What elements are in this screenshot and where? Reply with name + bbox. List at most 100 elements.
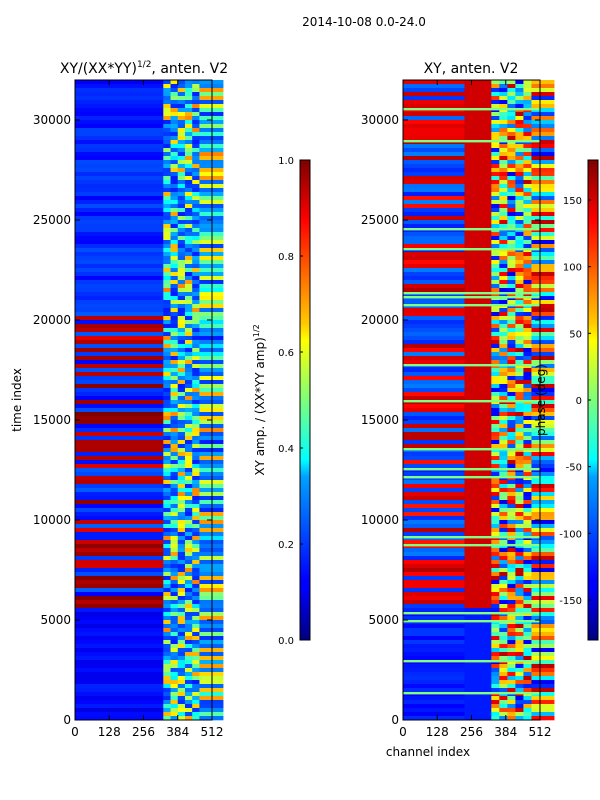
amplitude-heatmap-cell — [199, 332, 224, 337]
amplitude-heatmap-cell — [199, 396, 224, 401]
amplitude-colorbar-tick-label: 0.6 — [278, 348, 294, 359]
phase-heatmap-cell — [531, 188, 555, 193]
phase-heatmap-cell — [464, 664, 492, 669]
amplitude-heatmap-row — [75, 376, 212, 381]
amplitude-heatmap-row — [75, 412, 212, 417]
amplitude-heatmap-row — [75, 516, 212, 521]
amplitude-heatmap-cell — [199, 160, 224, 165]
amplitude-heatmap-row — [75, 444, 212, 449]
phase-heatmap-cell — [531, 332, 555, 337]
phase-heatmap-cell — [531, 568, 555, 573]
phase-heatmap-cell — [464, 696, 492, 701]
amplitude-heatmap-row — [75, 252, 212, 257]
amplitude-heatmap-row — [75, 280, 212, 285]
phase-heatmap-cell — [464, 568, 492, 573]
amplitude-heatmap-cell — [199, 480, 224, 485]
phase-heatmap-cell — [464, 188, 492, 193]
amplitude-heatmap-cell — [199, 168, 224, 173]
phase-heatmap-row — [403, 444, 465, 449]
amplitude-heatmap-cell — [199, 564, 224, 569]
phase-heatmap-row — [403, 552, 465, 557]
amplitude-heatmap-cell — [199, 356, 224, 361]
amplitude-heatmap-row — [75, 500, 212, 505]
phase-heatmap-cell — [531, 360, 555, 365]
phase-heatmap-cell — [464, 116, 492, 121]
phase-heatmap-cell — [464, 356, 492, 361]
amplitude-heatmap-cell — [199, 232, 224, 237]
amplitude-heatmap-row — [75, 164, 212, 169]
amplitude-heatmap-cell — [199, 704, 224, 709]
amplitude-heatmap-cell — [199, 260, 224, 265]
phase-heatmap-row — [403, 524, 465, 529]
phase-heatmap-cell — [531, 688, 555, 693]
amplitude-heatmap-cell — [199, 120, 224, 125]
phase-heatmap-cell — [531, 328, 555, 333]
phase-heatmap-cell — [464, 208, 492, 213]
phase-heatmap-cell — [531, 504, 555, 509]
phase-heatmap-row — [403, 504, 465, 509]
phase-heatmap-row — [403, 184, 465, 189]
phase-heatmap-cell — [531, 608, 555, 613]
amplitude-heatmap-cell — [199, 528, 224, 533]
amplitude-heatmap-row — [75, 540, 212, 545]
phase-heatmap-flag-row — [403, 468, 540, 471]
phase-heatmap-cell — [531, 700, 555, 705]
amplitude-heatmap-cell — [199, 572, 224, 577]
phase-heatmap-cell — [464, 328, 492, 333]
amplitude-heatmap-row — [75, 200, 212, 205]
phase-heatmap-cell — [464, 712, 492, 717]
amplitude-colorbar-tick-label: 0.0 — [278, 636, 294, 647]
amplitude-heatmap-row — [75, 452, 212, 457]
phase-heatmap-row — [403, 192, 465, 197]
phase-heatmap-cell — [531, 672, 555, 677]
amplitude-title: XY/(XX*YY)1/2, anten. V2 — [60, 60, 228, 77]
phase-heatmap-cell — [464, 684, 492, 689]
phase-heatmap-cell — [464, 344, 492, 349]
phase-heatmap-cell — [531, 444, 555, 449]
phase-heatmap-cell — [531, 108, 555, 113]
phase-heatmap-cell — [464, 516, 492, 521]
phase-heatmap-row — [403, 716, 465, 721]
phase-heatmap-cell — [464, 196, 492, 201]
phase-heatmap-row — [403, 144, 465, 149]
phase-colorbar-tick-label: 150 — [563, 196, 582, 207]
phase-heatmap-cell — [531, 636, 555, 641]
phase-x-tick-label: 0 — [399, 725, 407, 739]
amplitude-heatmap-row — [75, 344, 212, 349]
phase-heatmap-cell — [464, 124, 492, 129]
phase-heatmap-cell — [464, 180, 492, 185]
amplitude-heatmap-cell — [199, 552, 224, 557]
phase-heatmap-row — [403, 568, 465, 573]
phase-heatmap-cell — [531, 612, 555, 617]
amplitude-heatmap-cell — [199, 208, 224, 213]
amplitude-heatmap-cell — [199, 152, 224, 157]
phase-heatmap-cell — [464, 144, 492, 149]
amplitude-heatmap-row — [75, 616, 212, 621]
phase-heatmap-flag-row — [403, 228, 540, 231]
amplitude-heatmap-cell — [199, 300, 224, 305]
amplitude-heatmap-row — [75, 120, 212, 125]
phase-heatmap-cell — [531, 652, 555, 657]
amplitude-heatmap-cell — [199, 252, 224, 257]
amplitude-heatmap-cell — [199, 484, 224, 489]
phase-heatmap-cell — [464, 460, 492, 465]
phase-heatmap-cell — [464, 688, 492, 693]
phase-heatmap-cell — [531, 260, 555, 265]
amplitude-heatmap-cell — [199, 684, 224, 689]
amplitude-title-main: XY/(XX*YY) — [60, 61, 137, 77]
phase-heatmap-row — [403, 300, 465, 305]
phase-heatmap-cell — [464, 348, 492, 353]
amplitude-heatmap-row — [75, 476, 212, 481]
amplitude-heatmap-cell — [199, 644, 224, 649]
phase-heatmap-cell — [531, 324, 555, 329]
amplitude-heatmap-row — [75, 172, 212, 177]
amplitude-heatmap-row — [75, 392, 212, 397]
phase-heatmap-row — [403, 508, 465, 513]
phase-colorbar: -150 -100 -50 0 50 100 150 phase (deg) — [534, 159, 599, 641]
phase-heatmap-cell — [531, 492, 555, 497]
amplitude-heatmap-cell — [199, 256, 224, 261]
amplitude-heatmap-row — [75, 592, 212, 597]
phase-heatmap-cell — [464, 200, 492, 205]
phase-heatmap-cell — [531, 256, 555, 261]
